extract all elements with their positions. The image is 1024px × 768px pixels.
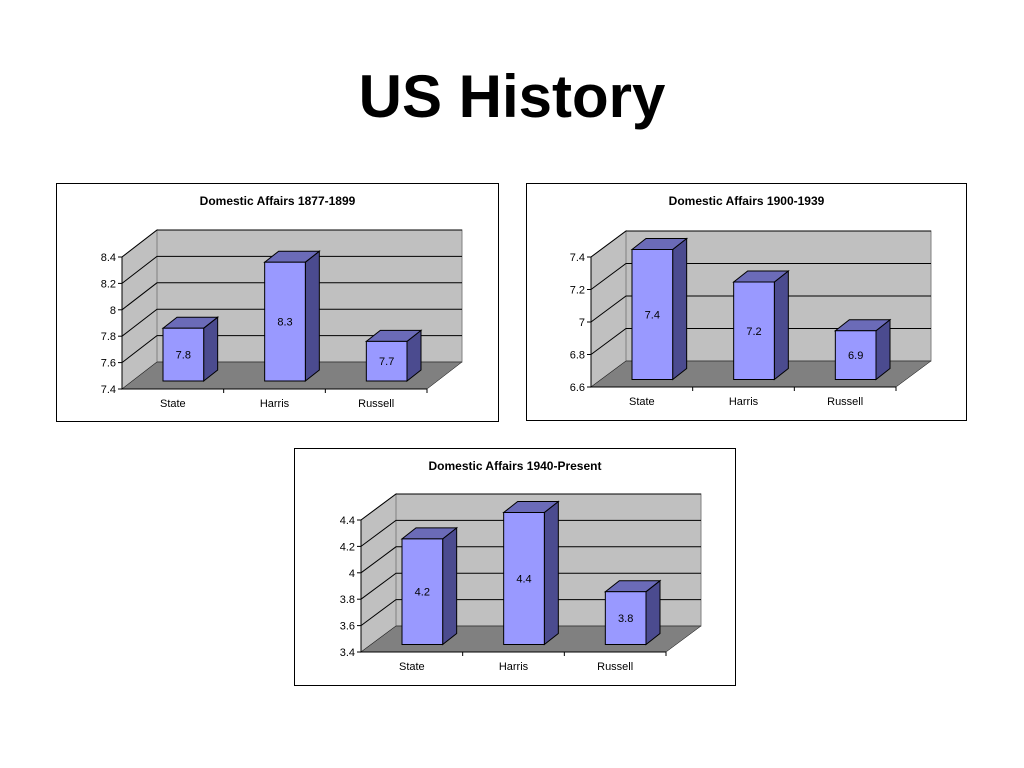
- data-label: 3.8: [618, 613, 633, 625]
- bar-front: [733, 281, 775, 380]
- chart-domestic-affairs-1940-present: Domestic Affairs 1940-Present 3.4 3.6 3.8 4 4…: [294, 448, 736, 686]
- x-category-label: State: [399, 661, 425, 673]
- data-label: 7.7: [379, 356, 394, 368]
- bar: 7.7: [364, 329, 423, 383]
- y-tick-label: 3.4: [340, 647, 355, 659]
- bar-front: [162, 327, 205, 382]
- bar-front: [834, 330, 877, 380]
- gridline: [590, 230, 931, 258]
- chart-domestic-affairs-1877-1899: Domestic Affairs 1877-1899 7.4 7.6 7.8 8 8.2 8…: [56, 183, 499, 422]
- x-category-label: Russell: [827, 396, 863, 408]
- bar: 3.8: [603, 579, 662, 646]
- chart-svg: Domestic Affairs 1900-1939 6.6 6.8 7 7.2 7.4 7…: [570, 194, 932, 408]
- data-label: 4.2: [415, 587, 430, 599]
- y-tick-label: 8.4: [101, 252, 116, 264]
- y-tick-label: 7.2: [570, 285, 585, 297]
- y-tick-label: 7.4: [101, 384, 116, 396]
- gridline: [590, 295, 931, 323]
- data-label: 7.8: [176, 350, 191, 362]
- y-tick-label: 8.2: [101, 278, 116, 290]
- y-tick-label: 7: [579, 317, 585, 329]
- bar-front: [604, 591, 647, 645]
- bar: 7.2: [732, 269, 790, 381]
- x-category-label: Russell: [358, 398, 394, 410]
- gridline: [360, 572, 701, 600]
- x-category-label: Harris: [260, 398, 290, 410]
- bar-front: [264, 261, 306, 382]
- gridline: [121, 255, 462, 284]
- gridline: [360, 519, 701, 547]
- gridline: [590, 328, 931, 355]
- side-wall: [121, 228, 158, 391]
- x-category-label: State: [160, 398, 186, 410]
- y-tick-label: 4: [349, 568, 355, 580]
- y-tick-label: 3.6: [340, 621, 355, 633]
- chart-svg: Domestic Affairs 1877-1899 7.4 7.6 7.8 8 8.2 8…: [101, 194, 463, 410]
- data-label: 7.2: [746, 326, 761, 338]
- x-category-label: Harris: [729, 396, 759, 408]
- gridline: [360, 599, 701, 627]
- chart-domestic-affairs-1900-1939: Domestic Affairs 1900-1939 6.6 6.8 7 7.2 7.4 7…: [526, 183, 967, 421]
- data-label: 6.9: [848, 350, 863, 362]
- chart-title: Domestic Affairs 1940-Present: [429, 459, 602, 473]
- y-tick-label: 8: [110, 305, 116, 317]
- x-category-label: Harris: [499, 661, 529, 673]
- plot-area: 3.4 3.6 3.8 4 4.2 4.4 4.2 State 4.4 Harris 3.8 Russ…: [340, 493, 702, 673]
- plot-area: 6.6 6.8 7 7.2 7.4 7.4 State 7.2 Harris 6.9 Russell: [570, 230, 932, 408]
- x-category-label: State: [629, 396, 655, 408]
- bar-side: [543, 500, 559, 646]
- bar-front: [631, 249, 674, 380]
- x-category-label: Russell: [597, 661, 633, 673]
- y-tick-label: 6.8: [570, 350, 585, 362]
- bar-front: [401, 538, 444, 645]
- bar-side: [773, 269, 789, 381]
- gridline: [360, 546, 701, 574]
- chart-svg: Domestic Affairs 1940-Present 3.4 3.6 3.8 4 4…: [340, 459, 702, 673]
- y-tick-label: 7.8: [101, 331, 116, 343]
- bar: 4.2: [400, 526, 459, 646]
- gridline: [590, 263, 931, 290]
- y-tick-label: 4.2: [340, 541, 355, 553]
- gridline: [121, 282, 462, 311]
- bar-side: [672, 237, 688, 381]
- data-label: 8.3: [277, 317, 292, 329]
- bar-front: [365, 340, 408, 382]
- bar: 7.8: [161, 316, 220, 383]
- gridline: [121, 335, 462, 363]
- gridline: [360, 493, 701, 521]
- data-label: 7.4: [645, 310, 660, 322]
- chart-title: Domestic Affairs 1900-1939: [669, 194, 825, 208]
- slide-title: US History: [358, 63, 666, 130]
- y-tick-label: 7.4: [570, 252, 585, 264]
- data-label: 4.4: [516, 574, 531, 586]
- chart-title: Domestic Affairs 1877-1899: [200, 194, 356, 208]
- side-wall: [360, 493, 397, 653]
- gridline: [121, 229, 462, 258]
- y-tick-label: 7.6: [101, 358, 116, 370]
- bar: 4.4: [502, 500, 560, 646]
- gridline: [121, 308, 462, 337]
- bar-side: [304, 250, 320, 383]
- bar-front: [503, 512, 545, 645]
- y-tick-label: 4.4: [340, 515, 355, 527]
- bar: 7.4: [630, 237, 689, 381]
- bar-side: [442, 526, 458, 646]
- bar: 6.9: [833, 318, 892, 381]
- y-tick-label: 6.6: [570, 382, 585, 394]
- bar: 8.3: [263, 250, 321, 383]
- plot-area: 7.4 7.6 7.8 8 8.2 8.4 7.8 State 8.3 Harris 7.7 Russ…: [101, 228, 463, 410]
- y-tick-label: 3.8: [340, 594, 355, 606]
